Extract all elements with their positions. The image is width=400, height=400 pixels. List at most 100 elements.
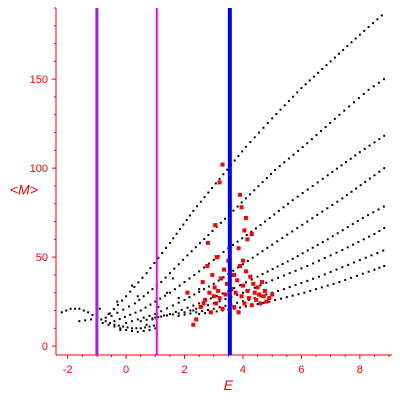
data-point [250,230,253,233]
data-point [203,196,206,199]
data-point [188,277,191,280]
data-point [122,308,125,311]
data-point [286,233,289,236]
red-data-point [254,297,259,302]
data-point [198,270,201,273]
data-point [231,243,234,246]
data-point [171,313,174,316]
data-point [198,288,201,291]
data-point [218,306,221,309]
data-point [98,307,101,310]
red-data-point [240,258,245,263]
red-data-point [201,301,206,306]
data-point [265,293,268,296]
data-point [329,270,332,273]
data-point [297,293,300,296]
data-point [166,291,169,294]
data-point [136,330,139,333]
data-point [335,251,338,254]
data-point [265,281,268,284]
data-point [141,276,144,279]
data-point [84,319,87,322]
data-point [157,305,160,308]
data-point [212,307,215,310]
data-point [301,252,304,255]
data-point [177,301,180,304]
data-point [133,302,136,305]
data-point [250,278,253,281]
red-data-point [200,280,205,285]
data-point [196,205,199,208]
data-point [125,329,128,332]
red-data-point [262,288,267,293]
red-data-point [194,317,199,322]
data-point [367,270,370,273]
data-point [165,246,168,249]
data-point [340,164,343,167]
data-point [206,308,209,311]
data-point [331,170,334,173]
red-data-point [245,237,250,242]
data-point [126,326,129,329]
data-point [154,300,157,303]
red-data-point [239,294,244,299]
data-point [112,308,115,311]
red-data-point [235,278,240,283]
data-point [188,296,191,299]
red-data-point [242,228,247,233]
data-point [373,141,376,144]
data-point [287,100,290,103]
data-point [171,304,174,307]
data-point [352,243,355,246]
data-point [87,311,90,314]
data-point [160,281,163,284]
data-point [345,161,348,164]
data-point [195,311,198,314]
data-point [363,147,366,150]
data-point [377,208,380,211]
data-point [342,48,345,51]
data-point [246,259,249,262]
red-data-point [238,192,243,197]
data-point [129,313,132,316]
data-point [183,281,186,284]
data-point [288,286,291,289]
data-point [199,200,202,203]
red-data-point [236,246,241,251]
data-point [215,294,218,297]
data-point [241,291,244,294]
data-point [264,220,267,223]
data-point [350,276,353,279]
x-axis-title: E [224,377,234,393]
data-point [236,301,239,304]
red-data-point [214,255,219,260]
data-point [157,315,160,318]
data-point [277,289,280,292]
data-point [292,153,295,156]
data-point [253,189,256,192]
data-point [145,318,148,321]
data-point [354,154,357,157]
data-point [136,295,139,298]
data-point [316,243,319,246]
data-point [358,259,361,262]
data-point [182,258,185,261]
data-point [164,294,167,297]
data-point [325,64,328,67]
data-point [256,275,259,278]
data-point [100,318,103,321]
data-point [355,274,358,277]
data-point [119,329,122,332]
data-point [203,288,206,291]
data-point [168,313,171,316]
data-point [294,284,297,287]
data-point [171,277,174,280]
data-point [320,130,323,133]
data-point [178,228,181,231]
data-point [370,254,373,257]
data-point [145,323,148,326]
red-data-point [251,281,256,286]
data-point [346,226,349,229]
red-data-point [257,292,262,297]
data-point [378,230,381,233]
